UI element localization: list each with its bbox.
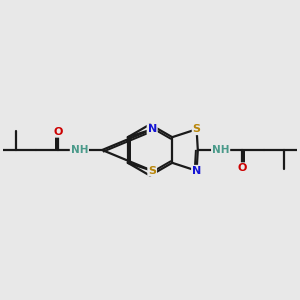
Text: NH: NH: [70, 145, 88, 155]
Text: N: N: [192, 166, 201, 176]
Text: S: S: [193, 124, 201, 134]
Text: N: N: [148, 124, 157, 134]
Text: NH: NH: [212, 145, 230, 155]
Text: O: O: [53, 127, 62, 137]
Text: O: O: [238, 163, 247, 173]
Text: S: S: [148, 166, 156, 176]
